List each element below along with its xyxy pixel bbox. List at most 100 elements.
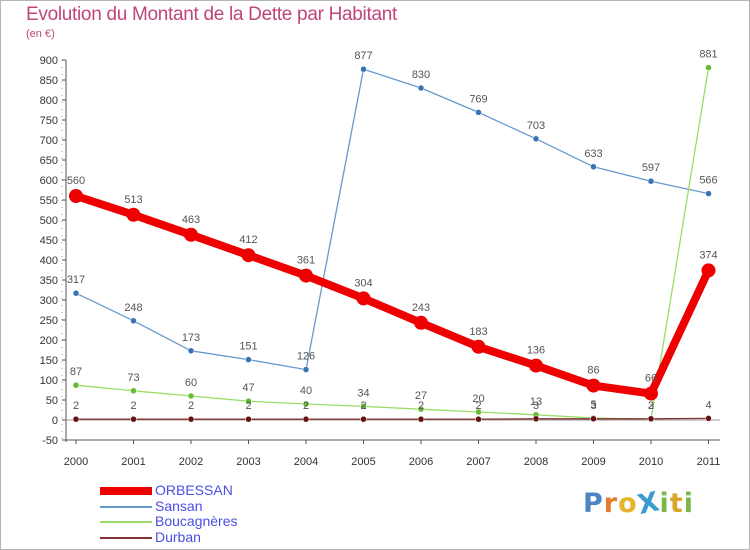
logo-letter: t <box>669 488 684 519</box>
data-point-boucagnres <box>360 403 367 410</box>
proxiti-logo: ProXiti <box>583 486 694 521</box>
data-label-orbessan: 361 <box>297 255 315 267</box>
data-label-boucagnres: 40 <box>300 385 312 397</box>
logo-letter: P <box>583 488 604 519</box>
y-tick-label: 400 <box>40 255 58 267</box>
data-label-boucagnres: 60 <box>185 377 197 389</box>
y-tick-label: 150 <box>40 355 58 367</box>
chart-title: Evolution du Montant de la Dette par Hab… <box>26 4 397 25</box>
data-label-sansan: 317 <box>67 274 85 286</box>
data-point-boucagnres <box>72 381 80 389</box>
data-label-sansan: 173 <box>182 332 200 344</box>
legend-label: ORBESSAN <box>155 482 233 498</box>
x-tick-label: 2000 <box>64 456 88 468</box>
data-point-orbessan <box>701 263 716 278</box>
x-tick-label: 2005 <box>351 456 375 468</box>
data-point-sansan <box>72 289 80 297</box>
data-label-orbessan: 513 <box>124 194 142 206</box>
unit-label: (en €) <box>26 28 55 40</box>
data-label-orbessan: 66 <box>645 373 657 385</box>
data-label-sansan: 566 <box>699 175 717 187</box>
data-label-sansan: 151 <box>239 341 257 353</box>
data-label-boucagnres: 47 <box>242 382 254 394</box>
data-label-boucagnres: 34 <box>357 387 369 399</box>
data-label-sansan: 597 <box>642 162 660 174</box>
data-point-durban <box>647 415 655 423</box>
y-tick-label: 200 <box>40 335 58 347</box>
data-label-durban: 2 <box>245 400 251 412</box>
data-label-sansan: 633 <box>584 148 602 160</box>
x-tick-label: 2002 <box>179 456 203 468</box>
data-label-orbessan: 374 <box>699 249 717 261</box>
data-point-sansan <box>417 84 425 92</box>
x-tick-label: 2001 <box>121 456 145 468</box>
data-point-durban <box>130 415 137 423</box>
data-point-orbessan <box>471 339 486 354</box>
data-point-sansan <box>187 347 195 355</box>
data-label-boucagnres: 5 <box>590 399 596 411</box>
data-point-durban <box>532 415 540 423</box>
data-point-orbessan <box>126 207 141 222</box>
y-tick-label: 100 <box>40 375 58 387</box>
data-label-durban: 2 <box>130 400 136 412</box>
series-line-sansan <box>75 68 709 371</box>
data-label-durban: 3 <box>533 400 539 412</box>
data-label-orbessan: 304 <box>354 277 372 289</box>
data-point-orbessan <box>529 358 543 373</box>
data-point-orbessan <box>644 386 658 401</box>
data-point-sansan <box>647 177 655 185</box>
data-point-durban <box>302 415 310 423</box>
y-tick-label: 300 <box>40 295 58 307</box>
data-label-orbessan: 560 <box>67 175 85 187</box>
data-point-durban <box>360 415 367 423</box>
legend-swatch <box>100 505 152 508</box>
data-label-durban: 3 <box>590 400 596 412</box>
y-tick-label: 800 <box>40 95 58 107</box>
data-point-boucagnres <box>187 392 195 400</box>
data-point-durban <box>417 415 425 423</box>
x-tick-label: 2004 <box>294 456 318 468</box>
data-label-durban: 2 <box>475 400 481 412</box>
data-point-durban <box>245 415 252 423</box>
data-point-boucagnres <box>475 408 482 416</box>
data-label-orbessan: 183 <box>469 326 487 338</box>
logo-letter: o <box>618 488 638 519</box>
y-tick-label: 900 <box>40 55 58 67</box>
data-label-boucagnres: 73 <box>127 372 139 384</box>
data-point-durban <box>475 415 482 423</box>
series-line-durban <box>76 417 709 420</box>
legend-swatch <box>100 536 152 539</box>
y-tick-label: 750 <box>40 115 58 127</box>
data-label-orbessan: 136 <box>527 345 545 357</box>
data-point-boucagnres <box>130 387 137 395</box>
data-point-orbessan <box>299 268 313 283</box>
legend-swatch <box>100 487 152 495</box>
x-tick-label: 2010 <box>639 456 663 468</box>
y-tick-label: 600 <box>40 175 58 187</box>
y-tick-label: 650 <box>40 155 58 167</box>
data-label-boucagnres: 881 <box>699 49 717 61</box>
legend-label: Durban <box>155 528 201 545</box>
data-point-boucagnres <box>302 400 310 408</box>
data-label-durban: 2 <box>360 400 366 412</box>
data-point-sansan <box>130 317 137 325</box>
data-label-sansan: 248 <box>124 302 142 314</box>
data-label-sansan: 703 <box>527 120 545 132</box>
legend-label: Sansan <box>155 497 203 514</box>
data-label-durban: 3 <box>648 400 654 412</box>
x-tick-label: 2011 <box>697 456 721 468</box>
series-line-boucagnres <box>75 67 710 420</box>
y-tick-label: 700 <box>40 135 58 147</box>
data-label-durban: 2 <box>73 400 79 412</box>
data-label-orbessan: 412 <box>239 234 257 246</box>
x-tick-label: 2006 <box>409 456 433 468</box>
logo-letter: r <box>603 488 619 519</box>
y-tick-label: 550 <box>40 195 58 207</box>
data-label-orbessan: 463 <box>182 214 200 226</box>
series-line-orbessan <box>74 192 713 398</box>
data-point-durban <box>705 415 712 422</box>
y-tick-label: 350 <box>40 275 58 287</box>
data-point-sansan <box>245 356 252 363</box>
data-point-sansan <box>302 366 310 373</box>
